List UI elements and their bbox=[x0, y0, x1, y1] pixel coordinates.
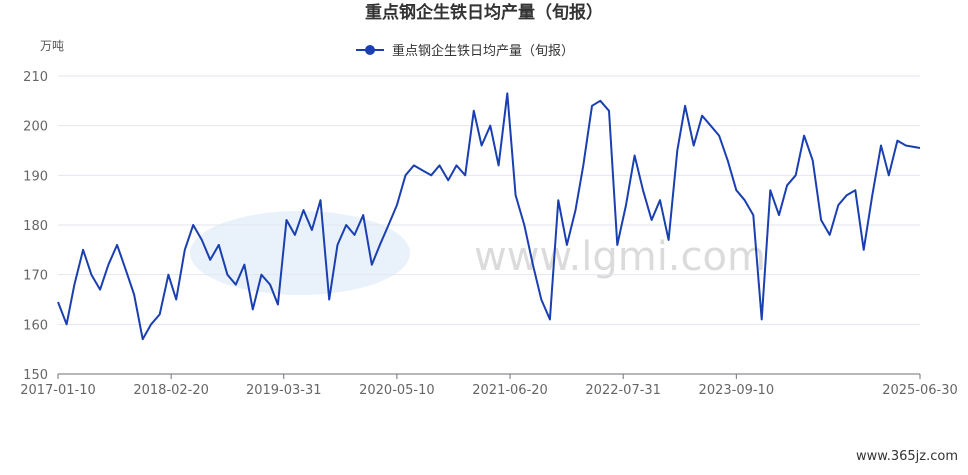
x-tick-label: 2017-01-10 bbox=[20, 383, 96, 398]
watermark: www.lgmi.com bbox=[474, 234, 766, 280]
y-unit: 万吨 bbox=[40, 39, 64, 53]
y-tick-label: 160 bbox=[23, 318, 48, 333]
series-line bbox=[57, 92, 921, 341]
footer: www.365jz.com bbox=[856, 449, 958, 464]
y-tick-label: 150 bbox=[23, 368, 48, 383]
x-tick-label: 2023-09-10 bbox=[699, 383, 775, 398]
legend-marker bbox=[365, 45, 375, 55]
legend-label: 重点钢企生铁日均产量（旬报） bbox=[392, 43, 574, 59]
x-tick-label: 2021-06-20 bbox=[472, 383, 548, 398]
x-tick-label: 2022-07-31 bbox=[585, 383, 661, 398]
x-tick-label: 2020-05-10 bbox=[359, 383, 435, 398]
x-tick-label: 2025-06-30 bbox=[882, 383, 958, 398]
y-tick-label: 210 bbox=[23, 70, 48, 85]
y-tick-label: 200 bbox=[23, 120, 48, 135]
y-tick-label: 190 bbox=[23, 169, 48, 184]
x-tick-label: 2018-02-20 bbox=[133, 383, 209, 398]
chart-title: 重点钢企生铁日均产量（旬报） bbox=[365, 2, 603, 23]
y-tick-label: 170 bbox=[23, 269, 48, 284]
y-tick-label: 180 bbox=[23, 219, 48, 234]
x-tick-label: 2019-03-31 bbox=[246, 383, 322, 398]
